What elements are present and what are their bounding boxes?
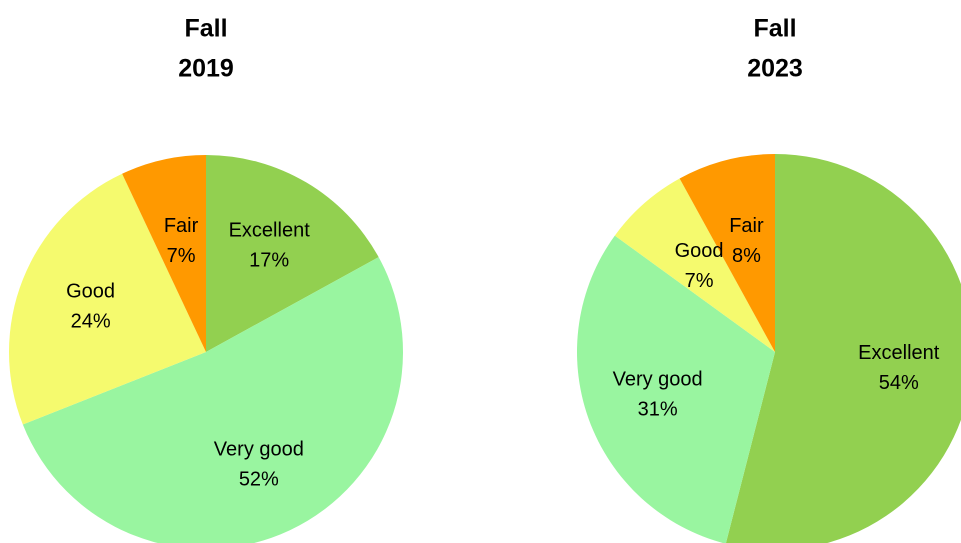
chart-title: Fall (753, 15, 796, 43)
slice-value-label: 52% (239, 469, 279, 491)
pie-slice (206, 155, 379, 352)
chart-title: 2023 (747, 55, 803, 83)
slice-value-label: 17% (249, 249, 289, 271)
chart-title: 2019 (178, 55, 234, 83)
slice-value-label: 7% (167, 245, 196, 267)
slice-value-label: 31% (638, 399, 678, 421)
pie-slice (725, 154, 961, 543)
pie-slice (577, 235, 775, 543)
slice-value-label: 7% (685, 270, 714, 292)
slice-category: Good (675, 240, 724, 262)
pie-slice (122, 155, 206, 352)
pie-slice (22, 257, 403, 543)
chart-title: Fall (184, 15, 227, 43)
slice-category: Very good (214, 439, 304, 461)
slice-value-label: 8% (732, 245, 761, 267)
slice-category: Excellent (229, 219, 311, 241)
slice-category: Fair (729, 215, 764, 237)
pie-slice (679, 154, 775, 352)
slice-category: Excellent (858, 342, 940, 364)
slice-category: Fair (164, 215, 199, 237)
slice-value-label: 54% (879, 372, 919, 394)
pie-slice (9, 173, 207, 425)
slice-category: Very good (613, 369, 703, 391)
slice-category: Good (66, 281, 115, 303)
slice-value-label: 24% (71, 311, 111, 333)
pie-slice (614, 178, 775, 352)
